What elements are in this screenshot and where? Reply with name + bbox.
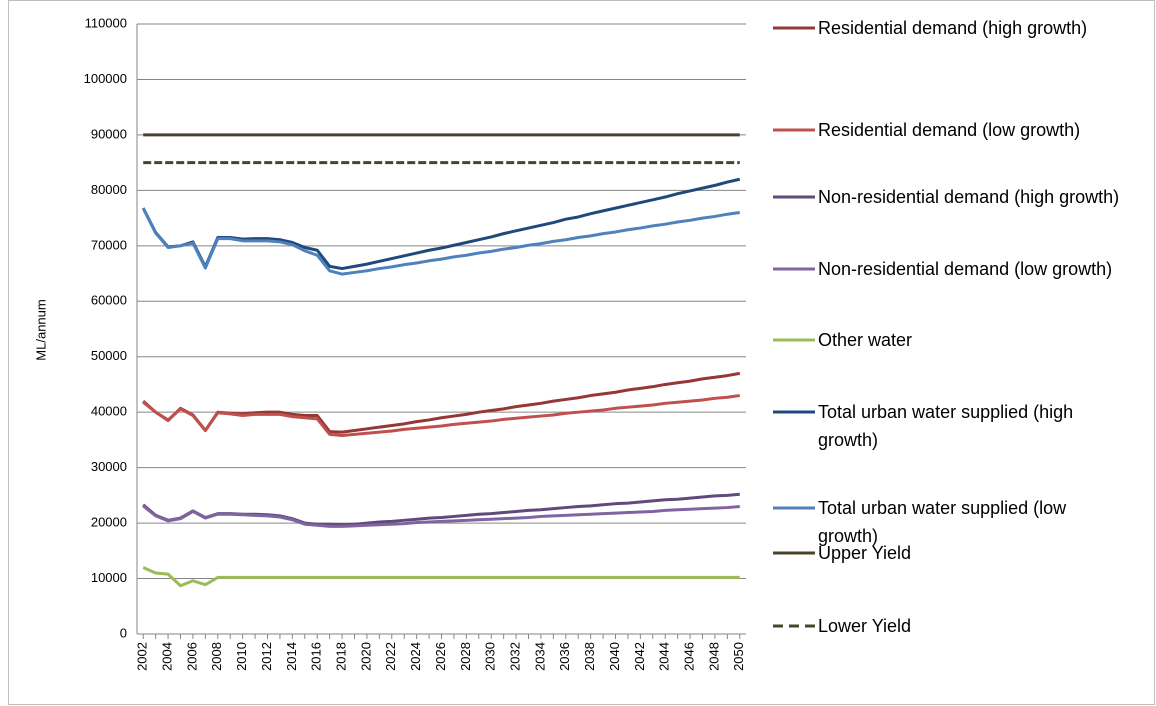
y-tick-label: 110000 <box>85 15 127 30</box>
y-tick-label: 80000 <box>91 182 127 197</box>
y-tick-label: 0 <box>120 625 127 640</box>
x-tick-label: 2018 <box>334 642 349 671</box>
x-tick-label: 2046 <box>682 642 697 671</box>
x-tick-label: 2040 <box>607 642 622 671</box>
x-tick-label: 2050 <box>731 642 746 671</box>
legend-label: Total urban water supplied (low growth) <box>818 498 1067 546</box>
x-tick-label: 2012 <box>259 642 274 671</box>
x-tick-label: 2036 <box>557 642 572 671</box>
x-tick-label: 2044 <box>657 642 672 671</box>
legend-label: Other water <box>818 330 913 350</box>
x-tick-label: 2020 <box>358 642 373 671</box>
legend-label: Non-residential demand (high growth) <box>818 187 1120 207</box>
data-line <box>141 207 740 276</box>
x-tick-label: 2004 <box>160 642 175 671</box>
x-tick-label: 2038 <box>582 642 597 671</box>
x-tick-label: 2014 <box>284 642 299 671</box>
y-tick-label: 70000 <box>91 237 127 252</box>
y-tick-label: 90000 <box>91 126 127 141</box>
legend-label: Residential demand (high growth) <box>818 18 1088 38</box>
legend-label: Lower Yield <box>818 616 912 636</box>
x-tick-label: 2030 <box>483 642 498 671</box>
x-tick-label: 2032 <box>508 642 523 671</box>
x-tick-label: 2034 <box>532 642 547 671</box>
y-tick-label: 100000 <box>84 71 127 86</box>
chart-frame <box>8 0 1155 705</box>
legend-label: Non-residential demand (low growth) <box>818 259 1113 279</box>
x-tick-label: 2008 <box>209 642 224 671</box>
x-tick-label: 2010 <box>234 642 249 671</box>
x-tick-label: 2022 <box>383 642 398 671</box>
legend-label: Total urban water supplied (high growth) <box>818 402 1074 450</box>
y-tick-label: 40000 <box>91 404 127 419</box>
y-tick-label: 50000 <box>91 348 127 363</box>
y-tick-label: 30000 <box>91 459 127 474</box>
x-tick-label: 2026 <box>433 642 448 671</box>
y-tick-label: 10000 <box>91 570 127 585</box>
data-line <box>142 371 741 434</box>
data-line <box>142 394 740 437</box>
y-axis-label: ML/annum <box>33 299 48 360</box>
legend-label: Upper Yield <box>818 543 912 563</box>
legend-label: Residential demand (low growth) <box>818 120 1081 140</box>
y-tick-label: 20000 <box>91 515 127 530</box>
data-line <box>142 504 740 528</box>
data-line <box>142 566 740 588</box>
x-tick-label: 2016 <box>309 642 324 671</box>
x-tick-label: 2024 <box>408 642 423 671</box>
x-tick-label: 2002 <box>135 642 150 671</box>
data-line <box>141 177 741 271</box>
y-tick-label: 60000 <box>91 293 127 308</box>
x-tick-label: 2048 <box>706 642 721 671</box>
x-tick-label: 2028 <box>458 642 473 671</box>
x-tick-label: 2042 <box>632 642 647 671</box>
x-tick-label: 2006 <box>184 642 199 671</box>
